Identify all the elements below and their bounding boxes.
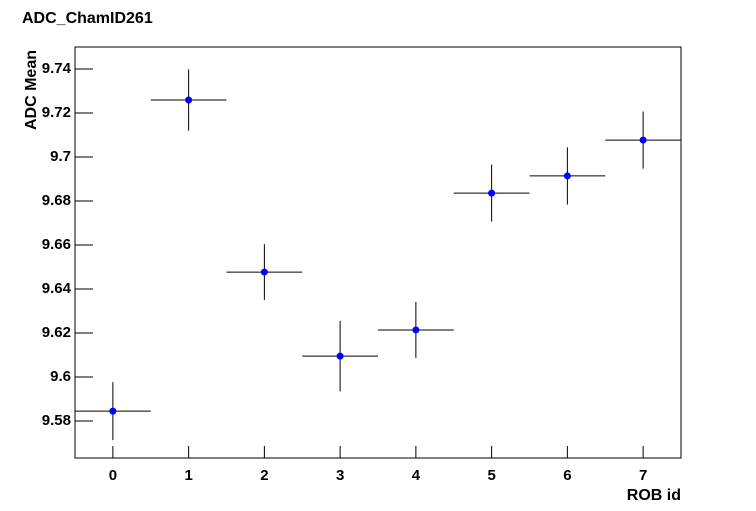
y-axis-label: ADC Mean <box>23 50 40 130</box>
x-tick-label: 0 <box>109 467 117 484</box>
data-point <box>109 407 117 415</box>
x-tick-label: 4 <box>412 467 421 484</box>
x-tick-label: 7 <box>639 467 647 484</box>
y-tick-label: 9.72 <box>42 104 71 121</box>
x-tick-label: 2 <box>260 467 268 484</box>
x-tick-label: 5 <box>487 467 495 484</box>
data-point <box>412 326 420 334</box>
data-point <box>563 172 571 180</box>
plot-frame <box>74 46 682 459</box>
data-point <box>185 96 193 104</box>
y-tick-label: 9.68 <box>42 192 71 209</box>
data-point <box>260 268 268 276</box>
y-tick-label: 9.66 <box>42 236 71 253</box>
x-tick-label: 3 <box>336 467 344 484</box>
y-tick-label: 9.74 <box>42 60 72 77</box>
data-point <box>336 352 344 360</box>
data-point <box>639 136 647 144</box>
x-tick-label: 6 <box>563 467 571 484</box>
x-axis-label: ROB id <box>627 487 681 504</box>
x-tick-label: 1 <box>184 467 192 484</box>
y-tick-label: 9.64 <box>42 280 72 297</box>
y-tick-label: 9.58 <box>42 412 71 429</box>
y-tick-label: 9.6 <box>50 368 71 385</box>
y-tick-label: 9.7 <box>50 148 71 165</box>
chart-title: ADC_ChamID261 <box>22 10 153 27</box>
data-point <box>488 189 496 197</box>
y-tick-label: 9.62 <box>42 324 71 341</box>
